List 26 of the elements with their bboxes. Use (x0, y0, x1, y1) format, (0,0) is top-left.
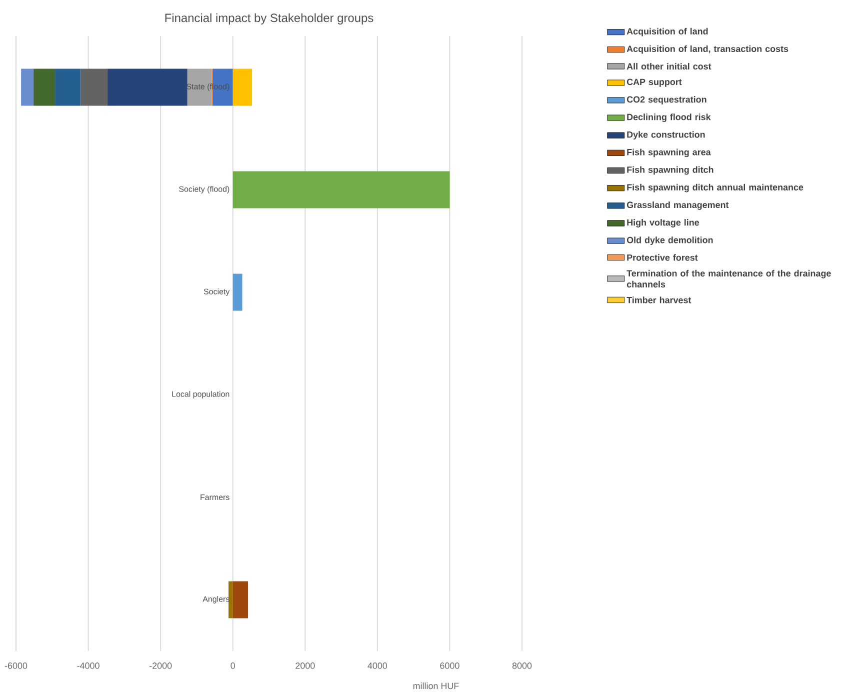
x-tick-label: 4000 (368, 662, 388, 669)
legend-label: Grassland management (626, 201, 729, 210)
x-tick-label: -6000 (4, 662, 28, 669)
legend-label: High voltage line (627, 219, 700, 228)
legend-label: Fish spawning ditch (627, 166, 714, 175)
x-tick-label: 6000 (440, 662, 460, 669)
legend-label: All other initial cost (626, 62, 712, 70)
legend-label: Dyke construction (627, 131, 705, 140)
chart-title: Financial impact by Stakeholder groups (165, 13, 374, 24)
legend-label: Old dyke demolition (626, 236, 713, 245)
x-tick-label: -4000 (77, 662, 100, 669)
x-axis-title: million HUF (413, 682, 459, 690)
x-tick-label: 0 (230, 662, 236, 669)
legend-label: Fish spawning area (627, 148, 711, 158)
legend-label: CO2 sequestration (626, 96, 706, 104)
x-tick-label: 2000 (296, 662, 315, 669)
legend-label: Acquisition of land, transaction costs (626, 45, 788, 54)
legend-label: Timber harvest (626, 296, 692, 304)
legend-label: Declining flood risk (627, 114, 711, 122)
x-tick-label: -2000 (150, 662, 172, 669)
legend-label: Termination of the maintenance of the drainage channels (626, 270, 831, 288)
x-tick-label: 8000 (512, 662, 532, 669)
legend-label: CAP support (626, 78, 682, 87)
legend-label: Fish spawning ditch annual maintenance (627, 184, 804, 192)
legend-label: Protective forest (627, 254, 698, 261)
legend-label: Acquisition of land (626, 28, 708, 36)
